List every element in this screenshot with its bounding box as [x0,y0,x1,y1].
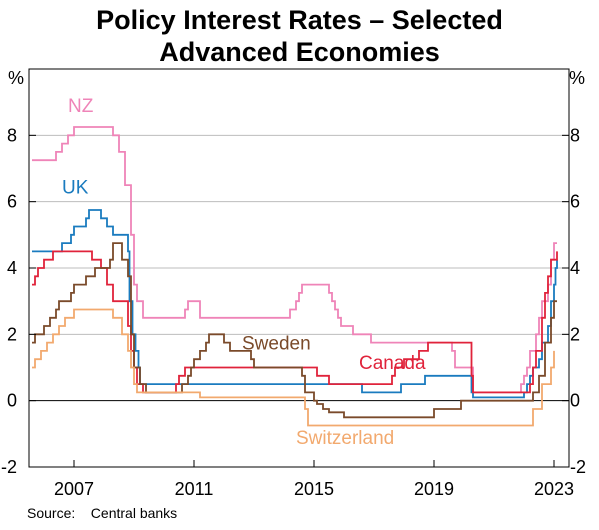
series-line-sweden [32,242,557,419]
chart-title: Policy Interest Rates – Selected Advance… [0,4,599,68]
series-label-nz: NZ [68,96,94,117]
x-tick-label: 2011 [175,479,214,499]
series-label-uk: UK [62,177,89,198]
x-tick-label: 2015 [294,479,334,499]
series-label-sweden: Sweden [242,333,311,354]
y-tick-label-left: 4 [7,258,17,278]
axes: -2 -2 0 0 2 2 4 4 6 6 8 8 2007 2011 2015 2019 2023 [1,125,586,499]
series-lines: NZ UK Canada Sweden Switzerland [32,96,558,449]
y-tick-label-left: -2 [1,457,17,477]
y-tick-label-left: 2 [7,324,17,344]
y-tick-label-right: -2 [570,457,586,477]
y-tick-label-right: 6 [570,192,580,212]
x-tick-label: 2019 [414,479,454,499]
x-tick-label: 2023 [534,479,574,499]
y-tick-label-right: 2 [570,324,580,344]
series-line-nz [32,126,557,394]
y-unit-right: % [569,68,585,88]
y-tick-label-right: 4 [570,258,580,278]
y-tick-label-left: 8 [7,125,17,145]
y-tick-label-right: 0 [570,391,580,411]
series-label-switzerland: Switzerland [296,428,394,449]
x-tick-label: 2007 [54,479,94,499]
series-line-uk [32,209,558,399]
y-tick-label-left: 6 [7,192,17,212]
source-note: Source: Central banks [27,505,178,521]
chart-title-line-1: Policy Interest Rates – Selected [96,5,503,35]
y-tick-label-right: 8 [570,125,580,145]
series-label-canada: Canada [359,353,426,374]
series-line-canada [32,250,558,394]
y-tick-label-left: 0 [7,391,17,411]
series-line-switzerland [32,308,555,427]
y-unit-left: % [8,68,24,88]
chart-title-line-2: Advanced Economies [159,37,440,67]
